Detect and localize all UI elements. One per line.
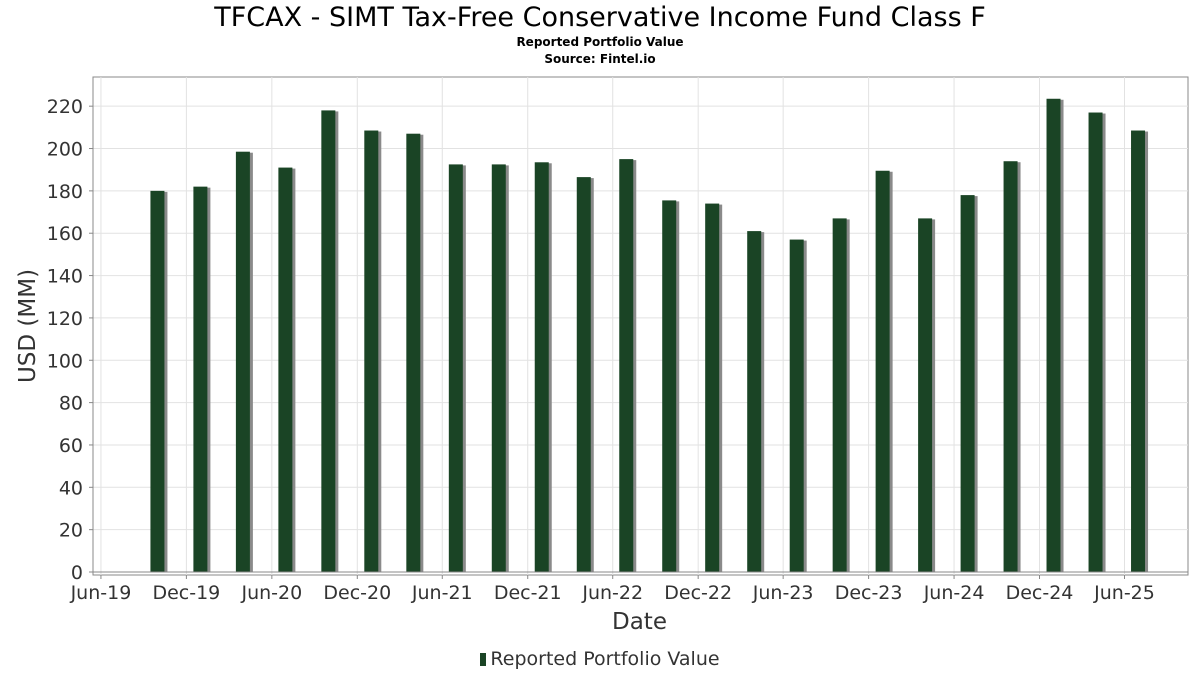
x-tick-label: Jun-24 — [923, 582, 985, 604]
chart-title: TFCAX - SIMT Tax-Free Conservative Incom… — [214, 2, 986, 33]
y-tick-label: 160 — [47, 223, 83, 245]
y-tick-labels: 0 20 40 60 80 100 120 140 160 180 200 220 — [47, 96, 93, 584]
bar — [747, 231, 762, 572]
bar — [193, 186, 208, 573]
x-tick-label: Dec-23 — [835, 582, 903, 604]
bar — [662, 200, 677, 572]
axes — [92, 77, 1188, 575]
bar — [619, 159, 634, 572]
bar — [406, 133, 421, 572]
chart-subtitle: Reported Portfolio Value — [516, 35, 684, 49]
y-tick-label: 100 — [47, 350, 83, 372]
bar — [960, 195, 975, 572]
chart-source: Source: Fintel.io — [544, 52, 656, 66]
y-axis-label: USD (MM) — [15, 269, 41, 383]
y-tick-label: 220 — [47, 96, 83, 118]
legend-label: Reported Portfolio Value — [490, 648, 720, 670]
bar — [1131, 130, 1146, 572]
x-tick-label: Jun-23 — [752, 582, 814, 604]
bar — [448, 164, 463, 573]
bar — [832, 218, 847, 573]
x-tick-label: Jun-25 — [1093, 582, 1155, 604]
x-tick-label: Jun-19 — [70, 582, 132, 604]
bar — [235, 151, 250, 573]
y-tick-label: 120 — [47, 308, 83, 330]
x-tick-label: Jun-21 — [411, 582, 473, 604]
x-tick-label: Dec-19 — [152, 582, 220, 604]
bar — [789, 239, 804, 572]
bar — [364, 130, 379, 572]
legend: Reported Portfolio Value — [0, 647, 1200, 671]
bar — [491, 164, 506, 573]
y-tick-label: 0 — [71, 562, 83, 584]
y-tick-label: 20 — [59, 520, 83, 542]
bar — [278, 167, 293, 573]
x-axis-label: Date — [612, 609, 667, 635]
x-tick-label: Dec-22 — [664, 582, 732, 604]
y-tick-label: 180 — [47, 181, 83, 203]
x-tick-label: Dec-21 — [494, 582, 562, 604]
y-tick-label: 40 — [59, 477, 83, 499]
y-tick-label: 140 — [47, 266, 83, 288]
bar — [1003, 161, 1018, 573]
x-tick-label: Dec-20 — [323, 582, 391, 604]
bar — [1046, 98, 1061, 572]
plot-area — [92, 76, 1189, 576]
bar — [321, 110, 336, 573]
bar — [875, 170, 890, 573]
y-tick-label: 60 — [59, 435, 83, 457]
legend-swatch — [480, 653, 487, 666]
x-tick-label: Jun-22 — [581, 582, 643, 604]
bar — [150, 190, 165, 572]
bar — [534, 162, 549, 572]
y-tick-label: 200 — [47, 139, 83, 161]
x-tick-label: Dec-24 — [1006, 582, 1074, 604]
bar — [576, 177, 591, 573]
x-tick-label: Jun-20 — [240, 582, 302, 604]
bar — [705, 203, 720, 572]
y-tick-label: 80 — [59, 393, 83, 415]
bar — [918, 218, 933, 573]
x-tick-labels: Jun-19 Dec-19 Jun-20 Dec-20 Jun-21 Dec-21 Jun-… — [70, 575, 1155, 604]
bar-series — [150, 98, 1149, 573]
bar — [1088, 112, 1103, 572]
